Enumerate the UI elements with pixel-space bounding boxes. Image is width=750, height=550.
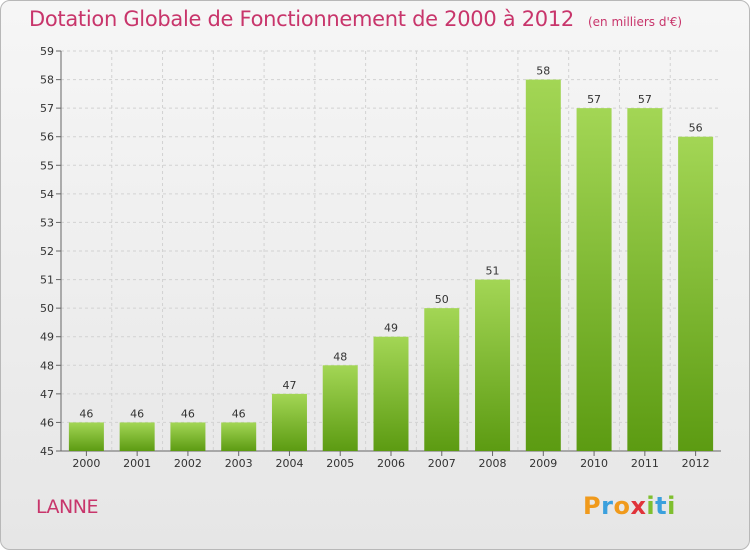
y-tick-label: 53 (40, 216, 54, 229)
y-tick-label: 50 (40, 302, 54, 315)
x-tick-label: 2007 (428, 457, 456, 470)
value-labels: 46 46 46 46 47 48 49 50 51 58 57 57 56 (79, 65, 702, 421)
x-tick-label: 2003 (225, 457, 253, 470)
bar-2002 (170, 422, 206, 451)
value-label: 57 (638, 93, 652, 106)
x-tick-label: 2008 (479, 457, 507, 470)
bar-2005 (322, 365, 358, 451)
y-tick-label: 51 (40, 274, 54, 287)
x-tick-label: 2004 (275, 457, 303, 470)
value-label: 49 (384, 322, 398, 335)
value-label: 46 (181, 407, 195, 420)
x-tick-label: 2011 (631, 457, 659, 470)
bar-2000 (68, 422, 104, 451)
value-label: 46 (232, 407, 246, 420)
value-label: 58 (536, 65, 550, 78)
x-tick-label: 2010 (580, 457, 608, 470)
chart-title: Dotation Globale de Fonctionnement de 20… (29, 7, 682, 31)
y-tick-label: 55 (40, 159, 54, 172)
x-tick-label: 2012 (682, 457, 710, 470)
bar-2008 (475, 279, 511, 451)
value-label: 56 (689, 122, 703, 135)
chart-title-text: Dotation Globale de Fonctionnement de 20… (29, 7, 574, 31)
value-label: 51 (486, 265, 500, 278)
x-tick-labels: 2000 2001 2002 2003 2004 2005 2006 2007 2008 2009… (72, 457, 709, 470)
y-tick-label: 45 (40, 445, 54, 458)
bar-2003 (221, 422, 257, 451)
x-tick-label: 2002 (174, 457, 202, 470)
commune-name: LANNE (36, 496, 98, 518)
value-label: 46 (130, 407, 144, 420)
x-tick-label: 2005 (326, 457, 354, 470)
y-tick-label: 57 (40, 102, 54, 115)
value-label: 57 (587, 93, 601, 106)
y-tick-label: 52 (40, 245, 54, 258)
bar-2006 (373, 336, 409, 451)
bar-2012 (678, 136, 714, 451)
y-tick-label: 46 (40, 416, 54, 429)
value-label: 50 (435, 293, 449, 306)
chart-subtitle: (en milliers d'€) (587, 15, 683, 29)
value-label: 46 (79, 407, 93, 420)
bars (68, 79, 714, 452)
x-tick-label: 2001 (123, 457, 151, 470)
y-tick-labels: 45 46 47 48 49 50 51 52 53 54 55 56 57 58 59 (40, 45, 54, 458)
y-tick-label: 54 (40, 188, 54, 201)
bar-2007 (424, 308, 460, 451)
bar-2004 (271, 393, 307, 451)
y-tick-label: 58 (40, 74, 54, 87)
y-tick-label: 47 (40, 388, 54, 401)
bar-2010 (576, 108, 612, 452)
bar-2009 (525, 79, 561, 452)
bar-2001 (119, 422, 155, 451)
x-tick-label: 2009 (529, 457, 557, 470)
y-tick-label: 56 (40, 131, 54, 144)
bar-2011 (627, 108, 663, 452)
x-tick-label: 2006 (377, 457, 405, 470)
value-label: 47 (282, 379, 296, 392)
proxiti-logo: Proxiti (583, 492, 676, 520)
x-tick-label: 2000 (72, 457, 100, 470)
y-tick-label: 49 (40, 331, 54, 344)
y-tick-label: 48 (40, 359, 54, 372)
value-label: 48 (333, 350, 347, 363)
y-tick-label: 59 (40, 45, 54, 58)
